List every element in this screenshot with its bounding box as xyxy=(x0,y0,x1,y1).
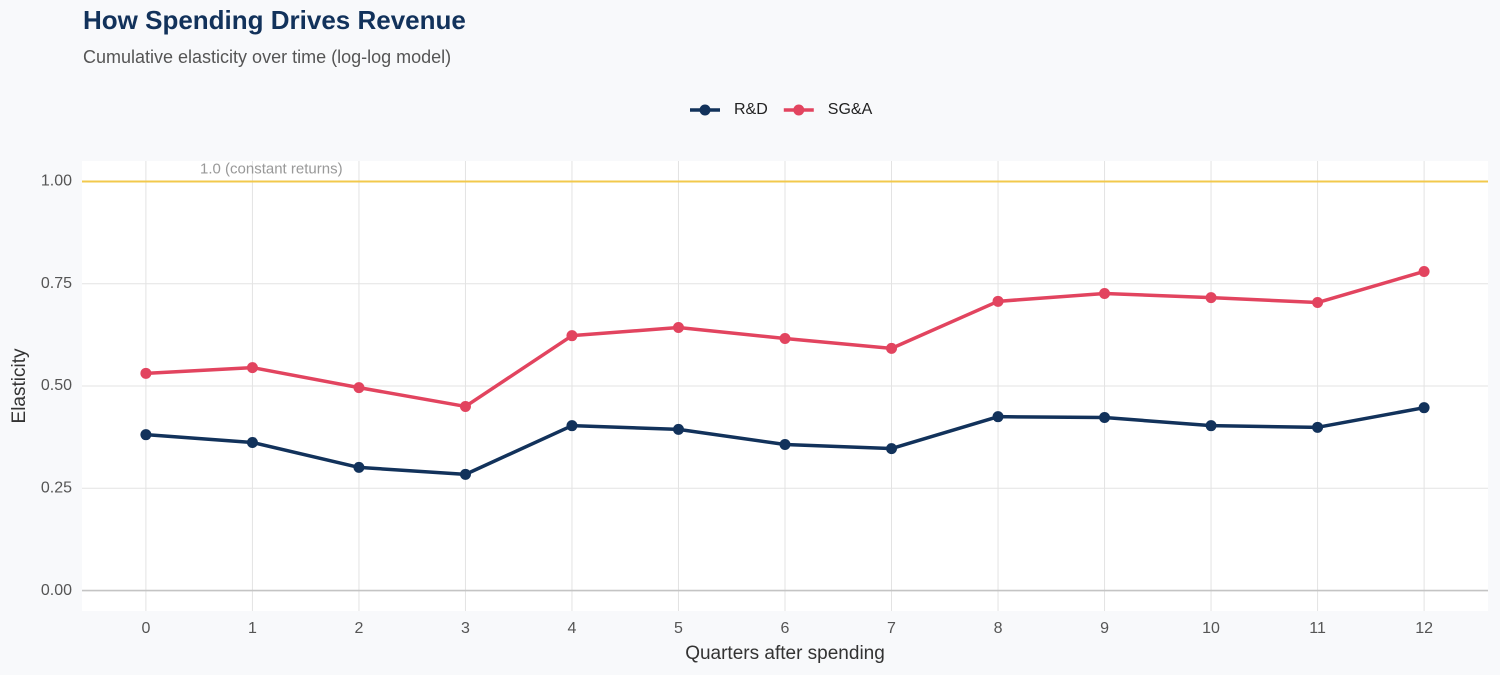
y-tick-label: 0.50 xyxy=(41,377,72,394)
series-point xyxy=(1418,402,1430,414)
chart-subtitle: Cumulative elasticity over time (log-log… xyxy=(83,47,451,67)
x-tick-label: 2 xyxy=(354,620,363,637)
series-point xyxy=(459,468,471,480)
series-point xyxy=(140,367,152,379)
y-tick-label: 0.00 xyxy=(41,582,72,599)
x-tick-label: 1 xyxy=(248,620,257,637)
legend-label: SG&A xyxy=(828,101,873,118)
legend-label: R&D xyxy=(734,101,768,118)
x-tick-label: 11 xyxy=(1309,620,1326,637)
series-point xyxy=(886,342,898,354)
x-tick-label: 10 xyxy=(1202,620,1220,637)
series-point xyxy=(672,322,684,333)
x-tick-label: 0 xyxy=(141,620,150,637)
series-point xyxy=(353,461,365,473)
series-point xyxy=(353,382,365,394)
x-tick-label: 7 xyxy=(887,620,896,637)
y-tick-label: 0.75 xyxy=(41,275,72,292)
series-point xyxy=(1099,288,1111,300)
x-tick-label: 12 xyxy=(1415,620,1433,637)
series-point xyxy=(1418,265,1430,277)
x-tick-label: 5 xyxy=(674,620,683,637)
series-point xyxy=(779,439,791,450)
x-tick-label: 8 xyxy=(994,620,1003,637)
series-point xyxy=(566,420,578,432)
x-tick-label: 9 xyxy=(1100,620,1109,637)
series-point xyxy=(459,400,471,412)
series-point xyxy=(1312,421,1324,433)
series-point xyxy=(779,333,791,345)
x-axis-label: Quarters after spending xyxy=(685,643,885,664)
series-point xyxy=(1099,412,1111,423)
y-axis-label: Elasticity xyxy=(9,348,30,423)
x-tick-label: 6 xyxy=(781,620,790,637)
legend-swatch-point xyxy=(699,104,711,116)
series-point xyxy=(992,411,1004,423)
y-tick-label: 0.25 xyxy=(41,479,72,496)
legend-swatch-point xyxy=(793,104,805,116)
series-point xyxy=(672,423,684,435)
series-point xyxy=(1312,297,1324,309)
series-point xyxy=(1205,420,1217,432)
x-tick-label: 3 xyxy=(461,620,470,637)
series-point xyxy=(140,429,152,441)
series-point xyxy=(246,436,258,448)
x-tick-label: 4 xyxy=(568,620,577,637)
series-point xyxy=(992,295,1004,307)
series-point xyxy=(886,443,898,455)
series-point xyxy=(246,362,258,374)
reference-label: 1.0 (constant returns) xyxy=(200,160,343,177)
chart-title: How Spending Drives Revenue xyxy=(83,5,466,35)
series-point xyxy=(1205,292,1217,304)
series-point xyxy=(566,330,578,342)
y-tick-label: 1.00 xyxy=(41,173,72,190)
